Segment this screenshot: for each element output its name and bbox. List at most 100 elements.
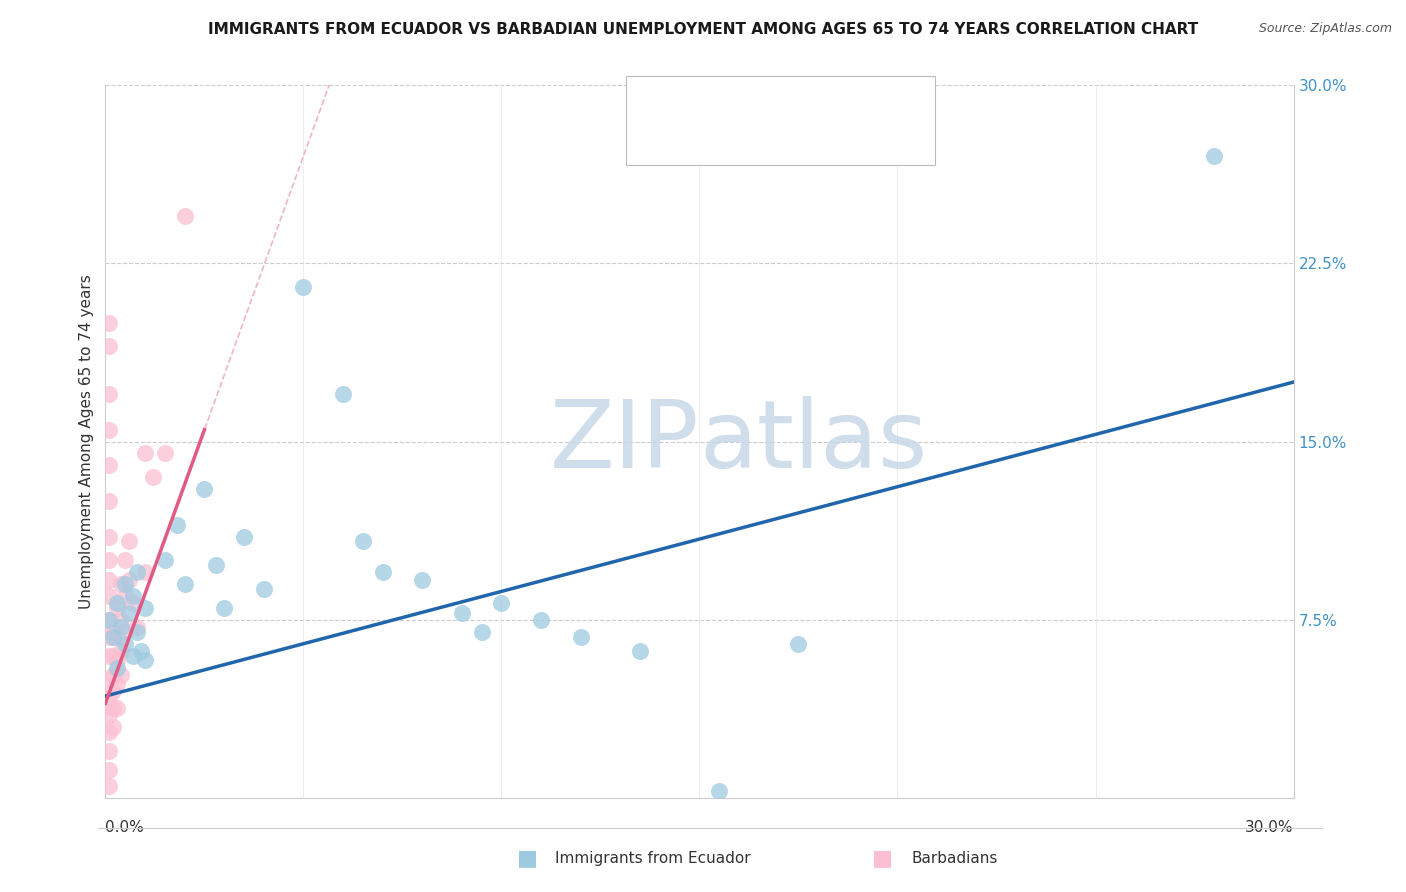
Text: 47: 47 (820, 136, 842, 150)
Point (127, 620, 149, 634)
Point (103, 684, 125, 698)
Text: IMMIGRANTS FROM ECUADOR VS BARBADIAN UNEMPLOYMENT AMONG AGES 65 TO 74 YEARS CORR: IMMIGRANTS FROM ECUADOR VS BARBADIAN UNE… (208, 22, 1198, 37)
Point (134, 601, 156, 615)
Point (253, 582, 276, 596)
Point (114, 577, 136, 591)
Point (98, 530, 121, 544)
Point (530, 613, 553, 627)
Point (105, 596, 128, 610)
Point (233, 530, 256, 544)
Point (105, 677, 128, 691)
Point (105, 701, 128, 715)
Point (214, 601, 236, 615)
Point (127, 566, 149, 580)
Point (110, 620, 132, 634)
Point (98, 589, 121, 603)
Point (110, 644, 132, 658)
Point (98, 573, 121, 587)
Point (371, 566, 394, 580)
Point (103, 701, 125, 715)
Point (411, 573, 433, 587)
Point (98, 553, 121, 567)
Point (1204, 149, 1226, 163)
Point (98, 316, 121, 330)
Point (471, 624, 494, 639)
Text: N =: N = (778, 94, 814, 108)
Point (110, 613, 132, 627)
Point (98, 630, 121, 644)
Point (134, 653, 156, 667)
Point (98, 613, 121, 627)
Point (98, 494, 121, 508)
Text: atlas: atlas (700, 395, 928, 488)
Point (98, 339, 121, 353)
Text: Source: ZipAtlas.com: Source: ZipAtlas.com (1258, 22, 1392, 36)
Point (98, 708, 121, 723)
Point (129, 644, 152, 658)
Text: 30.0%: 30.0% (1246, 820, 1294, 835)
Point (709, 784, 731, 798)
Point (134, 446, 156, 460)
Point (114, 553, 136, 567)
Text: ■: ■ (640, 91, 661, 111)
Point (450, 606, 472, 620)
Point (98, 691, 121, 706)
Point (193, 482, 215, 496)
Point (352, 534, 374, 549)
Point (98, 387, 121, 401)
Point (105, 630, 128, 644)
Point (98, 724, 121, 739)
Point (98, 648, 121, 663)
Point (105, 653, 128, 667)
Text: ■: ■ (640, 133, 661, 153)
Point (569, 630, 592, 644)
Point (98, 763, 121, 777)
Text: R =: R = (671, 136, 706, 150)
Point (98, 423, 121, 437)
Point (122, 596, 145, 610)
Point (114, 624, 136, 639)
Point (122, 589, 145, 603)
Point (110, 577, 132, 591)
Point (105, 660, 128, 674)
Point (332, 387, 354, 401)
Point (103, 667, 125, 681)
Point (118, 573, 141, 587)
Point (628, 644, 651, 658)
Point (491, 596, 513, 610)
Point (98, 744, 121, 758)
Point (173, 577, 195, 591)
Point (153, 446, 176, 460)
Text: N =: N = (778, 136, 814, 150)
Text: 0.590: 0.590 (713, 136, 763, 150)
Text: Immigrants from Ecuador: Immigrants from Ecuador (555, 851, 751, 865)
Point (98, 780, 121, 794)
Point (98, 673, 121, 687)
Point (166, 517, 188, 532)
Point (98, 458, 121, 473)
Point (173, 209, 195, 223)
Point (103, 630, 125, 644)
Point (205, 558, 228, 573)
Text: ■: ■ (873, 848, 893, 868)
Point (127, 624, 149, 639)
Text: 0.444: 0.444 (713, 94, 763, 108)
Point (98, 613, 121, 627)
Y-axis label: Unemployment Among Ages 65 to 74 years: Unemployment Among Ages 65 to 74 years (79, 274, 94, 609)
Point (118, 534, 141, 549)
Point (103, 648, 125, 663)
Text: 37: 37 (820, 94, 842, 108)
Point (110, 667, 132, 681)
Point (114, 637, 136, 651)
Point (292, 280, 315, 294)
Point (153, 553, 176, 567)
Text: ZIP: ZIP (550, 395, 700, 488)
Point (118, 606, 141, 620)
Text: Barbadians: Barbadians (911, 851, 997, 865)
Point (787, 637, 810, 651)
Text: ■: ■ (517, 848, 537, 868)
Point (122, 648, 145, 663)
Point (103, 624, 125, 639)
Text: 0.0%: 0.0% (105, 820, 145, 835)
Point (105, 601, 128, 615)
